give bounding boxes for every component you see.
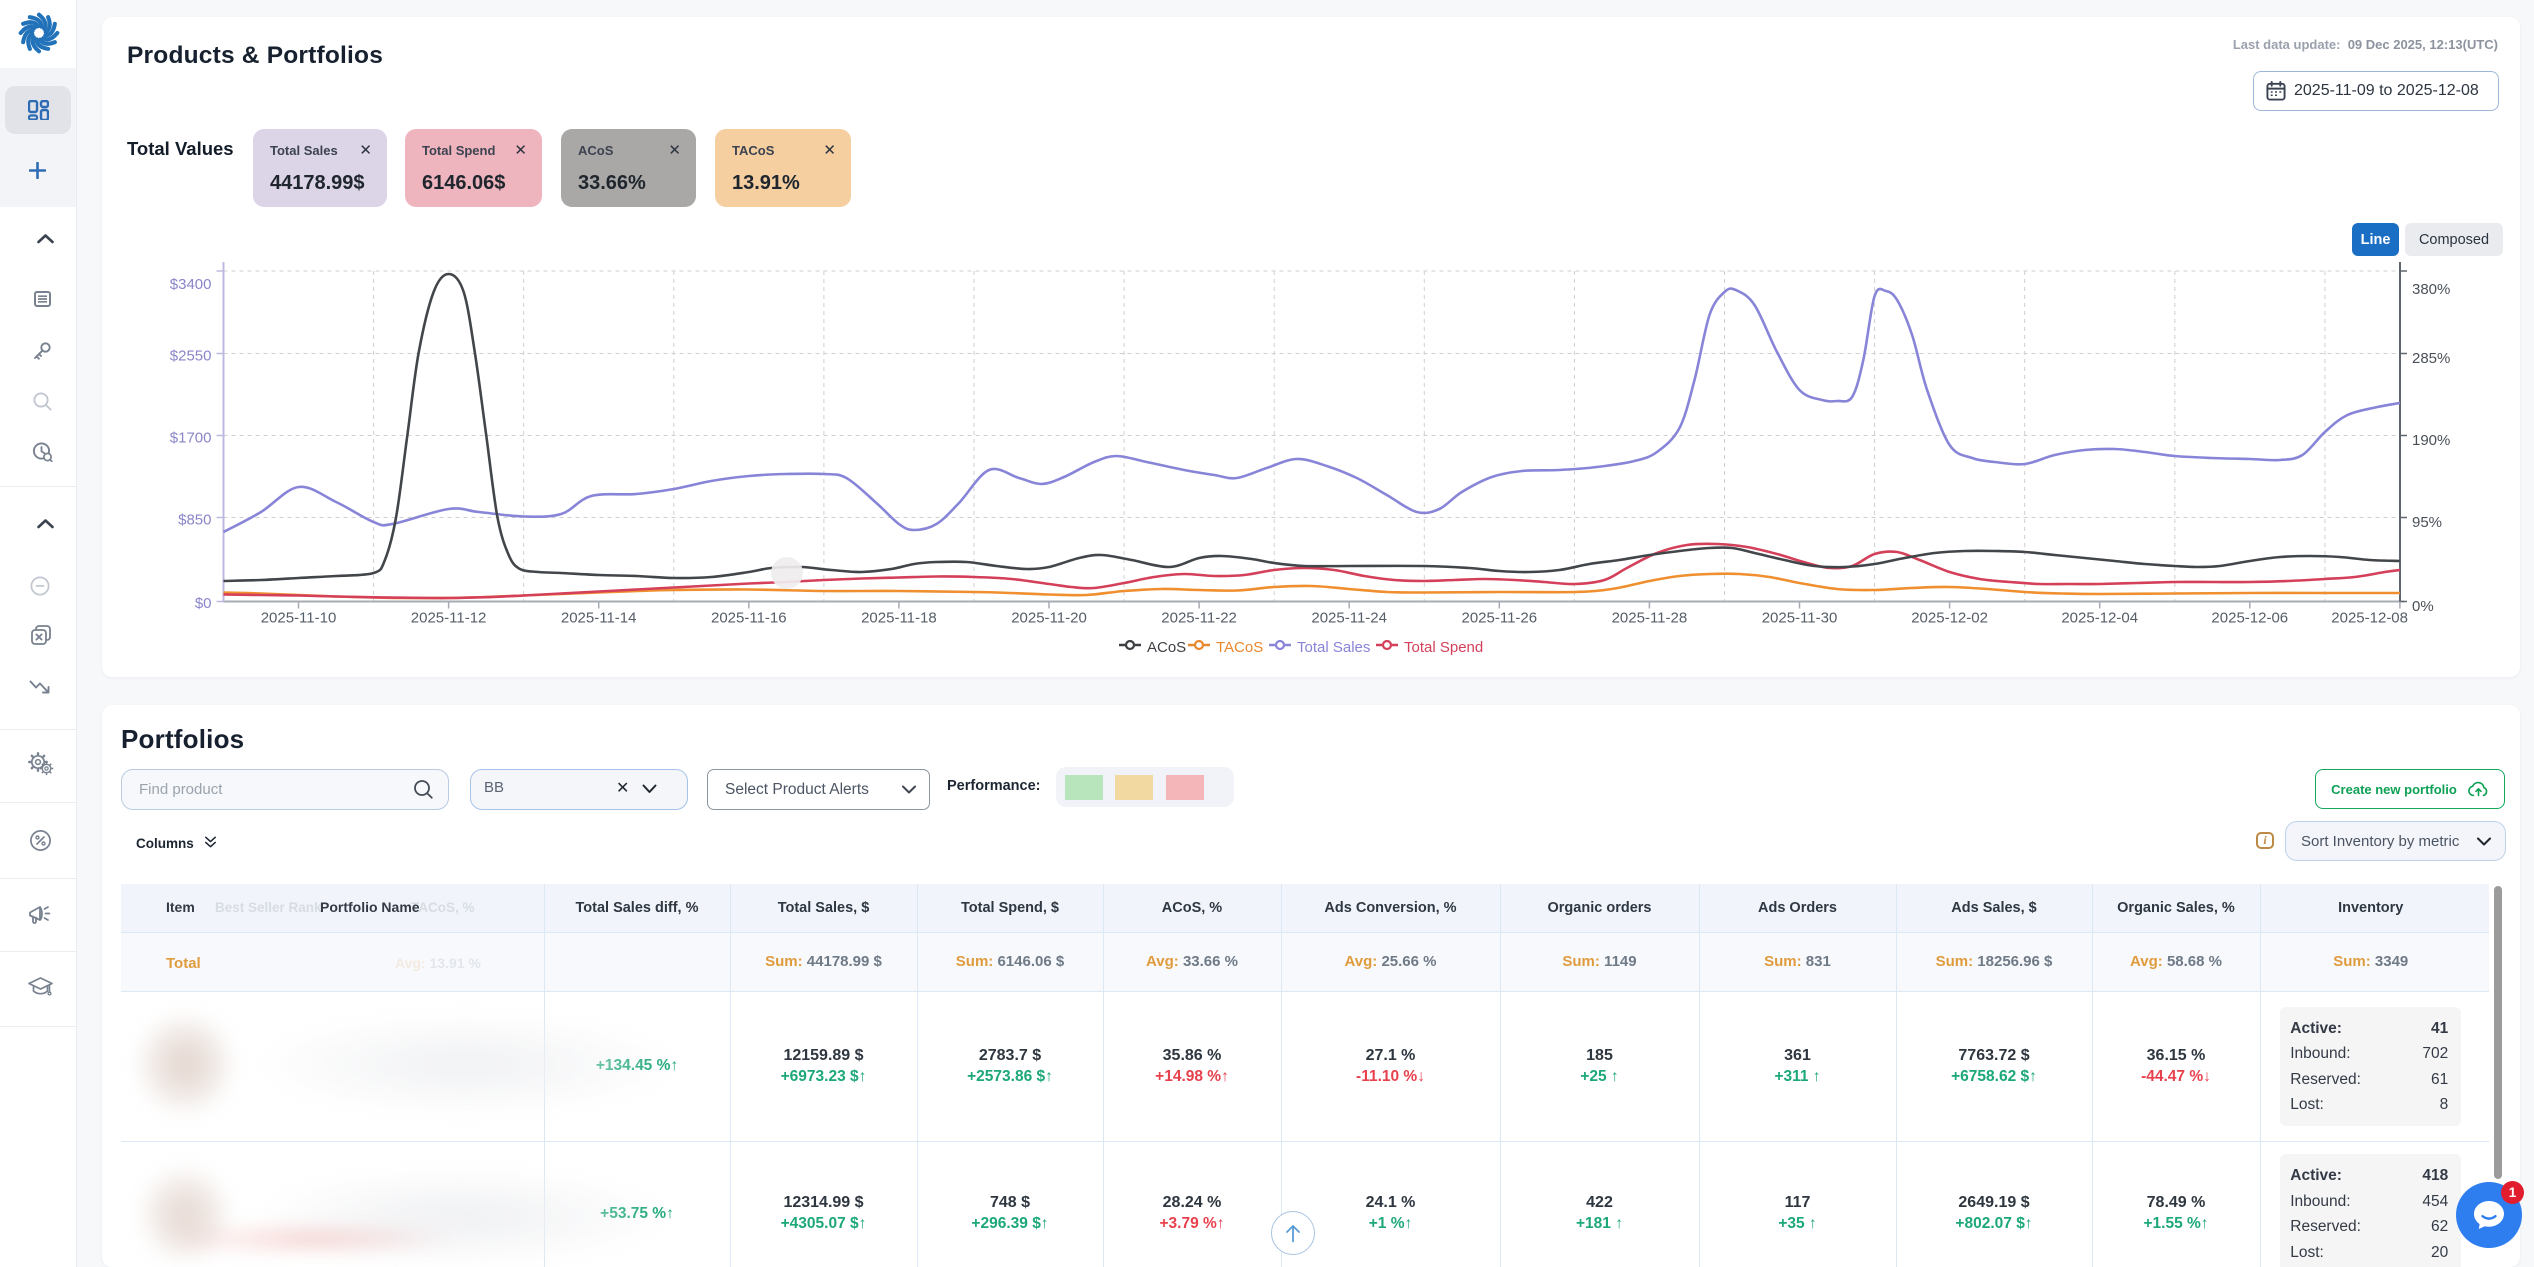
svg-text:2025-12-02: 2025-12-02 (1911, 610, 1988, 627)
svg-text:2025-11-20: 2025-11-20 (1011, 610, 1087, 627)
svg-text:ACoS: ACoS (1147, 639, 1186, 656)
svg-text:2025-11-28: 2025-11-28 (1612, 610, 1688, 627)
svg-text:2025-11-30: 2025-11-30 (1762, 610, 1838, 627)
svg-text:2025-11-16: 2025-11-16 (711, 610, 787, 627)
svg-text:2025-11-22: 2025-11-22 (1161, 610, 1237, 627)
svg-text:2025-11-26: 2025-11-26 (1461, 610, 1537, 627)
svg-text:$1700: $1700 (170, 430, 212, 447)
svg-text:190%: 190% (2412, 432, 2450, 449)
svg-text:$0: $0 (195, 595, 212, 612)
svg-text:TACoS: TACoS (1216, 639, 1263, 656)
svg-text:2025-11-14: 2025-11-14 (561, 610, 637, 627)
svg-text:Total Spend: Total Spend (1404, 639, 1483, 656)
svg-text:$2550: $2550 (170, 348, 212, 365)
svg-text:2025-12-04: 2025-12-04 (2061, 610, 2138, 627)
svg-text:2025-12-08: 2025-12-08 (2331, 610, 2408, 627)
svg-text:2025-11-12: 2025-11-12 (411, 610, 487, 627)
svg-text:$3400: $3400 (170, 276, 212, 293)
svg-text:285%: 285% (2412, 350, 2450, 367)
svg-text:Total Sales: Total Sales (1297, 639, 1370, 656)
svg-text:2025-12-06: 2025-12-06 (2211, 610, 2288, 627)
svg-text:$850: $850 (178, 512, 211, 529)
svg-text:2025-11-18: 2025-11-18 (861, 610, 937, 627)
svg-text:380%: 380% (2412, 281, 2450, 298)
svg-text:2025-11-24: 2025-11-24 (1311, 610, 1387, 627)
svg-text:0%: 0% (2412, 598, 2434, 615)
svg-text:95%: 95% (2412, 514, 2442, 531)
svg-text:2025-11-10: 2025-11-10 (261, 610, 337, 627)
